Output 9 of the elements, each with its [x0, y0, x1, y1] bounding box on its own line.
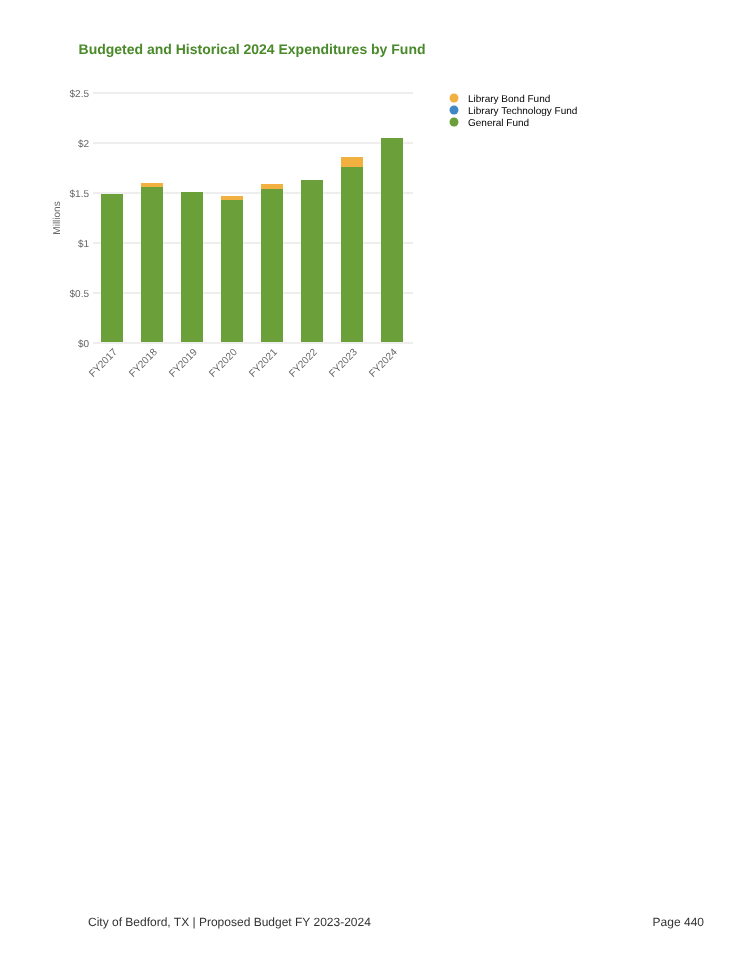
bar — [381, 138, 403, 342]
bar — [181, 192, 203, 342]
bar — [341, 157, 363, 167]
bar — [261, 189, 283, 342]
bar — [141, 187, 163, 342]
bar — [221, 200, 243, 342]
bar — [301, 180, 323, 342]
bar — [101, 194, 123, 342]
bar — [341, 167, 363, 342]
